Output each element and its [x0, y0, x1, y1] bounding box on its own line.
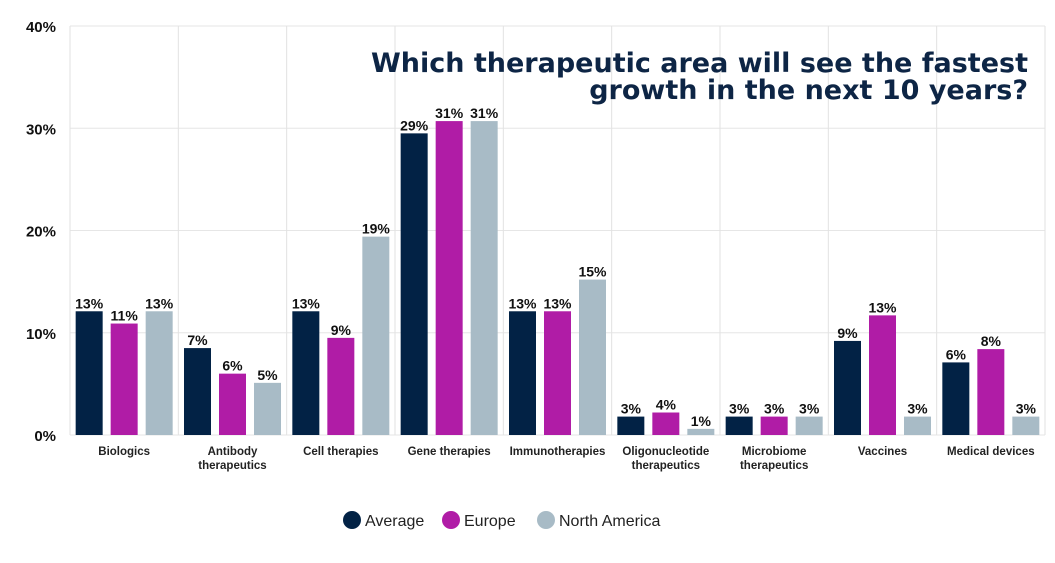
bar-europe	[977, 349, 1005, 435]
bar-europe	[110, 323, 138, 435]
gridlines	[69, 25, 1046, 436]
data-label-average: 13%	[292, 295, 321, 311]
bar-north-america	[687, 428, 715, 435]
bar-average	[184, 348, 211, 435]
legend-marker-average	[343, 511, 361, 529]
data-label-average: 13%	[75, 295, 104, 311]
data-label-north-america: 15%	[578, 264, 607, 280]
data-label-europe: 13%	[868, 299, 897, 315]
data-label-north-america: 19%	[362, 221, 391, 237]
data-label-average: 6%	[946, 346, 967, 362]
bar-north-america	[1012, 416, 1040, 435]
chart-title-line-2: growth in the next 10 years?	[589, 75, 1028, 106]
data-label-north-america: 3%	[1016, 401, 1037, 417]
data-label-europe: 11%	[111, 308, 139, 324]
bar-europe	[435, 121, 463, 435]
bar-north-america	[579, 279, 606, 435]
y-tick-label: 0%	[34, 428, 56, 445]
data-label-north-america: 1%	[691, 413, 712, 429]
bar-north-america	[904, 416, 931, 435]
bar-average	[75, 311, 103, 435]
data-label-north-america: 3%	[799, 401, 820, 417]
data-label-europe: 3%	[764, 401, 785, 417]
data-label-europe: 9%	[331, 322, 352, 338]
bar-average	[617, 416, 645, 435]
bar-average	[400, 133, 428, 436]
x-tick-label: Immunotherapies	[510, 446, 606, 458]
legend-label-europe: Europe	[464, 513, 516, 530]
data-label-average: 13%	[508, 295, 537, 311]
data-label-average: 9%	[837, 325, 858, 341]
bar-europe	[869, 315, 896, 435]
bar-average	[509, 311, 536, 435]
chart-title: Which therapeutic area will see the fast…	[371, 48, 1028, 106]
x-tick-label: Biologics	[98, 446, 150, 458]
y-tick-label: 30%	[26, 121, 56, 138]
bar-north-america	[795, 416, 823, 435]
bar-average	[942, 362, 970, 435]
data-label-average: 3%	[729, 401, 750, 417]
data-label-average: 29%	[400, 117, 429, 133]
data-label-europe: 13%	[543, 295, 572, 311]
x-tick-label: Gene therapies	[408, 446, 491, 458]
y-tick-label: 40%	[26, 19, 56, 36]
y-axis: 0% 10% 20% 30% 40%	[26, 19, 56, 445]
bar-north-america	[362, 236, 390, 435]
legend-marker-north-america	[537, 511, 555, 529]
x-axis: Biologics Antibody therapeutics Cell therap…	[98, 446, 1034, 472]
data-label-north-america: 31%	[470, 105, 499, 121]
legend-label-average: Average	[365, 513, 424, 530]
legend: Average Europe North America	[343, 511, 660, 530]
data-labels: 13% 11% 13% 7% 6% 5% 13% 9% 19% 29% 31% 31% 13% 13% 15…	[75, 105, 1036, 429]
data-label-europe: 4%	[656, 397, 677, 413]
bar-average	[725, 416, 753, 435]
x-tick-label: Vaccines	[858, 446, 907, 458]
legend-label-north-america: North America	[559, 513, 660, 530]
data-label-average: 7%	[187, 332, 208, 348]
bar-europe	[219, 373, 246, 435]
data-label-north-america: 13%	[145, 295, 174, 311]
bar-europe	[544, 311, 571, 435]
data-label-north-america: 5%	[257, 367, 278, 383]
data-label-europe: 6%	[222, 358, 243, 374]
bar-europe	[327, 337, 355, 435]
x-tick-label: Microbiome therapeutics	[740, 446, 808, 472]
data-label-europe: 31%	[435, 105, 464, 121]
x-tick-label: Medical devices	[947, 446, 1035, 458]
bar-average	[834, 340, 861, 435]
x-tick-label: Cell therapies	[303, 446, 378, 458]
bar-north-america	[470, 121, 498, 435]
bar-north-america	[254, 382, 281, 435]
bar-europe	[760, 416, 788, 435]
data-label-north-america: 3%	[907, 401, 928, 417]
chart-title-line-1: Which therapeutic area will see the fast…	[371, 48, 1028, 79]
bar-europe	[652, 412, 680, 435]
legend-marker-europe	[442, 511, 460, 529]
data-label-europe: 8%	[981, 333, 1002, 349]
y-tick-label: 20%	[26, 224, 56, 241]
bars	[75, 121, 1040, 436]
x-tick-label: Antibody therapeutics	[198, 446, 266, 472]
x-tick-label: Oligonucleotide therapeutics	[622, 446, 709, 472]
data-label-average: 3%	[621, 401, 642, 417]
bar-north-america	[145, 311, 173, 435]
bar-average	[292, 311, 320, 435]
y-tick-label: 10%	[26, 326, 56, 343]
